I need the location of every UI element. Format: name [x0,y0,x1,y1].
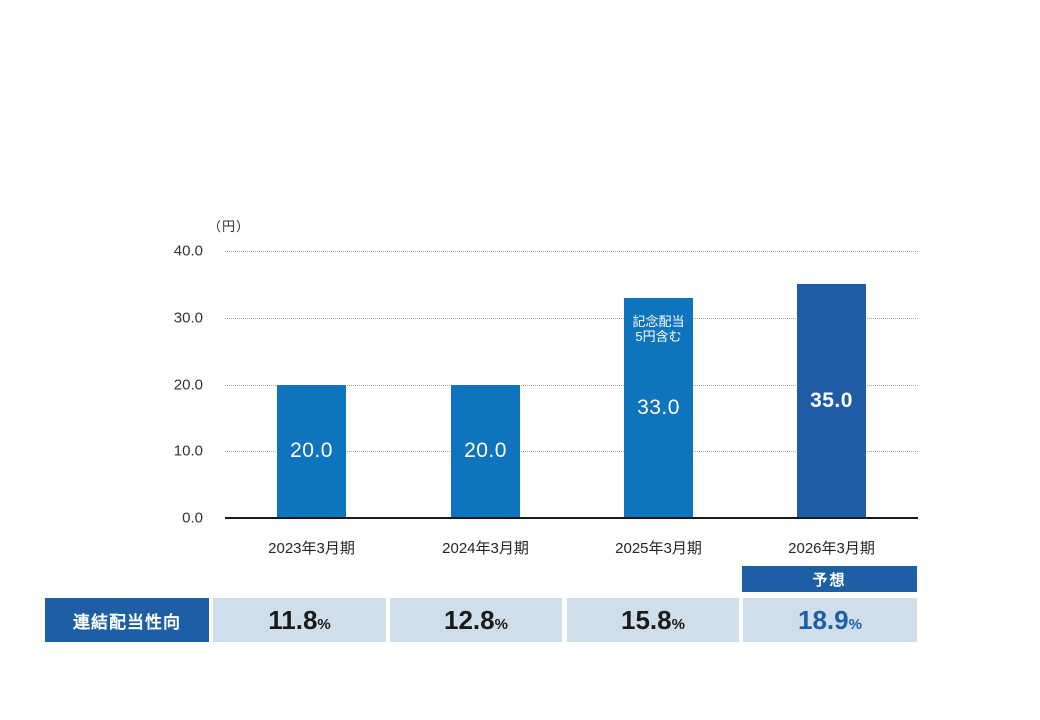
bar-2025年3月期: 33.0 記念配当 5円含む [624,297,693,518]
bar-value-label: 20.0 [464,439,507,463]
payout-ratio-cell: 18.9% [743,598,917,642]
percent-sign: % [671,615,685,633]
x-axis-label: 2025年3月期 [615,540,702,557]
percent-sign: % [494,615,508,633]
y-tick-label: 30.0 [173,309,203,327]
payout-ratio-value: 12.8 [444,605,495,635]
gridline-10 [225,451,918,453]
gridline-20 [225,384,918,386]
bar-2024年3月期: 20.0 [451,384,520,518]
gridline-40 [225,251,918,252]
percent-sign: % [848,615,862,633]
x-axis-label: 2023年3月期 [268,540,355,557]
payout-ratio-value: 15.8 [621,605,672,635]
y-tick-label: 10.0 [173,442,203,460]
y-axis-unit-label: （円） [208,219,251,234]
y-tick-label: 40.0 [173,242,203,260]
bar-2023年3月期: 20.0 [277,384,346,518]
bar-value-label: 20.0 [290,439,333,463]
gridline-30 [225,317,918,319]
payout-ratio-cell: 11.8% [213,598,386,642]
forecast-badge: 予想 [742,566,917,592]
percent-sign: % [317,615,331,633]
bar-value-label: 35.0 [810,389,853,413]
x-axis-line [225,517,918,519]
payout-ratio-cell: 12.8% [390,598,562,642]
bar-2026年3月期: 35.0 [797,284,866,518]
bar-value-label: 33.0 [637,395,680,419]
x-axis-label: 2026年3月期 [788,540,875,557]
payout-ratio-header-cell: 連結配当性向 [45,598,209,642]
payout-ratio-cell: 15.8% [567,598,739,642]
x-axis-label: 2024年3月期 [442,540,529,557]
commemorative-dividend-annotation: 記念配当 5円含む [632,313,685,344]
y-tick-label: 0.0 [182,509,203,527]
payout-ratio-value: 18.9 [798,605,849,635]
y-tick-label: 20.0 [173,376,203,393]
payout-ratio-value: 11.8 [268,605,318,635]
